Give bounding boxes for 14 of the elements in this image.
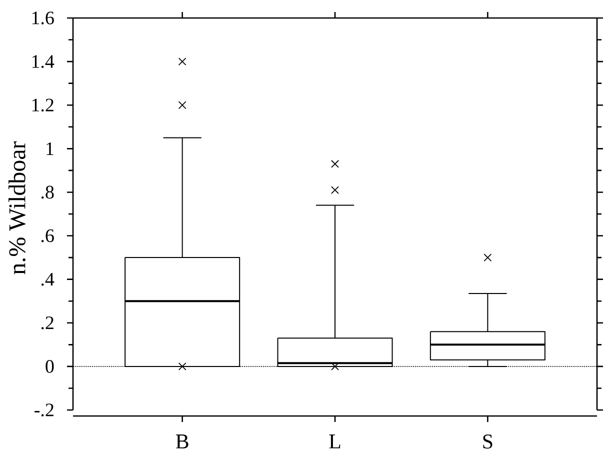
y-tick-label: .6 bbox=[41, 229, 54, 242]
x-tick-label: S bbox=[483, 434, 492, 449]
y-tick-label: 0 bbox=[46, 360, 54, 373]
y-tick-label: .8 bbox=[41, 186, 54, 199]
y-axis-title: n.% Wildboar bbox=[8, 141, 26, 274]
y-tick-label: .2 bbox=[41, 316, 54, 330]
x-tick-label: B bbox=[176, 434, 188, 448]
y-tick-label: 1 bbox=[46, 142, 54, 155]
y-tick-label: 1.4 bbox=[32, 55, 54, 68]
x-tick-label: L bbox=[329, 434, 340, 448]
y-tick-label: 1.2 bbox=[32, 98, 54, 112]
y-tick-label: .4 bbox=[41, 272, 54, 286]
y-tick-label: 1.6 bbox=[32, 12, 54, 24]
y-tick-label: -.2 bbox=[34, 404, 54, 416]
